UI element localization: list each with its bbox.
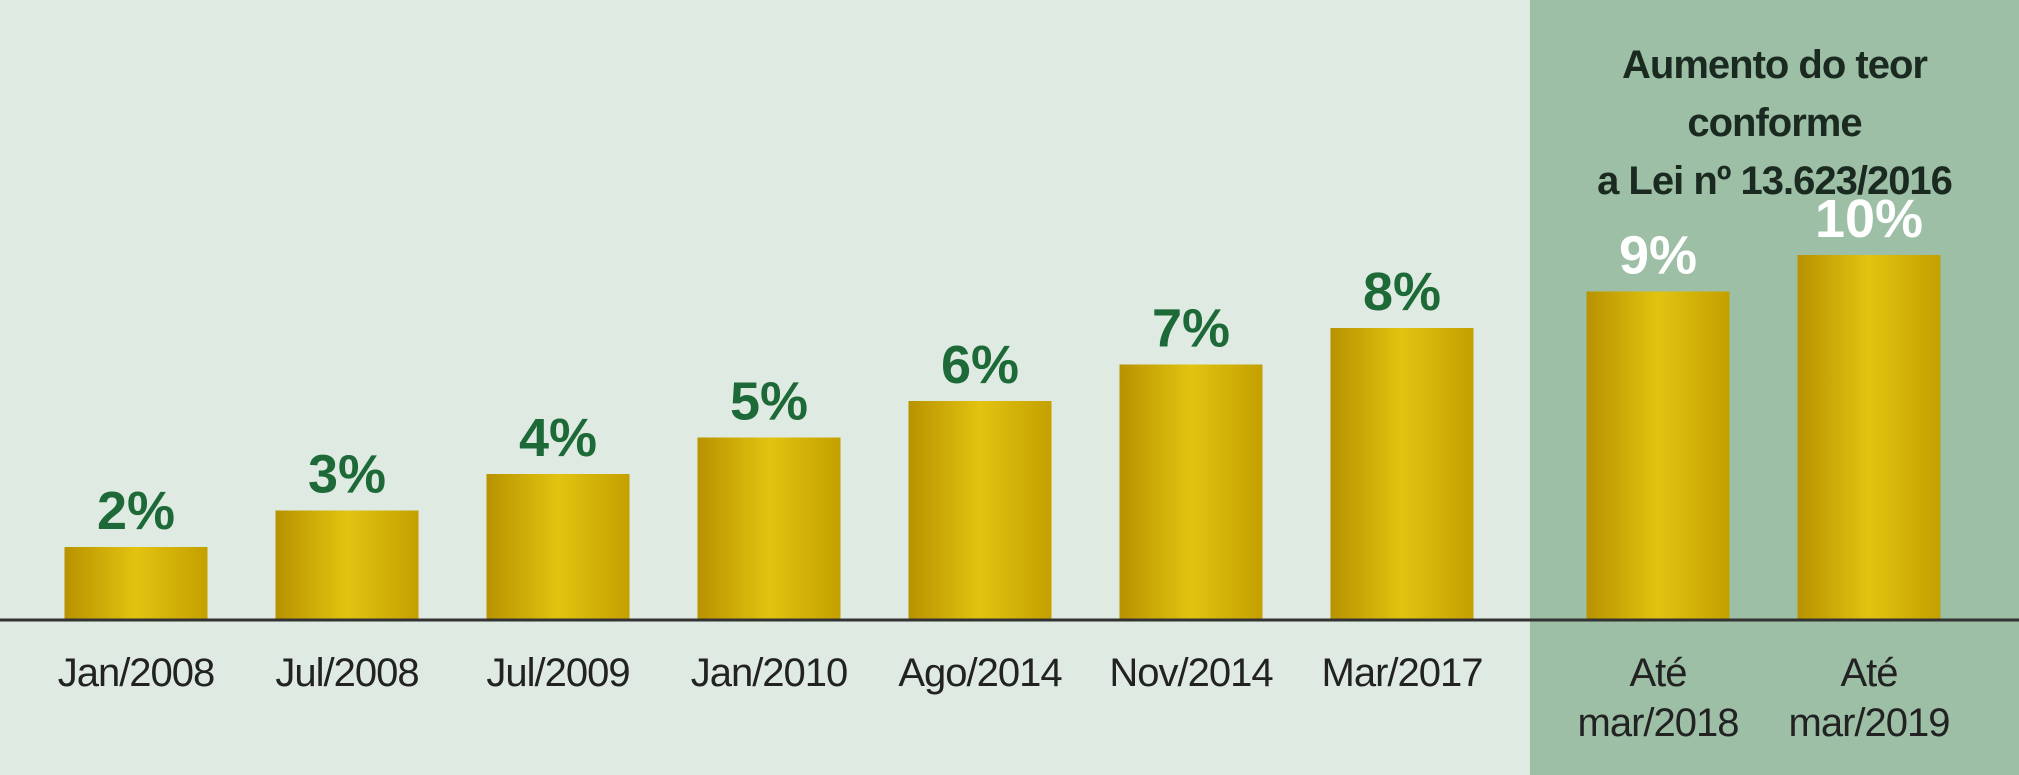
value-label: 3%: [308, 445, 386, 505]
annotation: Aumento do teor conforme a Lei nº 13.623…: [1597, 43, 1953, 203]
bar: [64, 547, 208, 620]
value-label: 5%: [730, 372, 808, 432]
value-label: 2%: [97, 481, 175, 541]
value-label: 9%: [1619, 226, 1697, 286]
bar: [908, 401, 1052, 620]
bar: [1586, 291, 1730, 620]
bar: [486, 474, 630, 620]
x-tick-label: Jan/2008: [57, 651, 216, 695]
bar: [1797, 255, 1941, 620]
bar: [697, 437, 841, 620]
x-tick-label: Mar/2017: [1321, 651, 1484, 695]
bar: [1119, 364, 1263, 620]
bar: [275, 510, 419, 620]
x-tick-label: Nov/2014: [1109, 651, 1273, 695]
x-tick-label: Ago/2014: [898, 651, 1062, 695]
value-label: 7%: [1152, 299, 1230, 359]
x-tick-label: Jan/2010: [690, 651, 849, 695]
x-tick-label: Até mar/2019: [1788, 651, 1951, 745]
x-tick-label: Jul/2008: [275, 651, 419, 695]
value-label: 4%: [519, 408, 597, 468]
value-label: 8%: [1363, 262, 1441, 322]
bar: [1330, 328, 1474, 620]
x-tick-label: Até mar/2018: [1577, 651, 1740, 745]
value-label: 10%: [1815, 189, 1923, 249]
value-label: 6%: [941, 335, 1019, 395]
x-tick-label: Jul/2009: [486, 651, 630, 695]
